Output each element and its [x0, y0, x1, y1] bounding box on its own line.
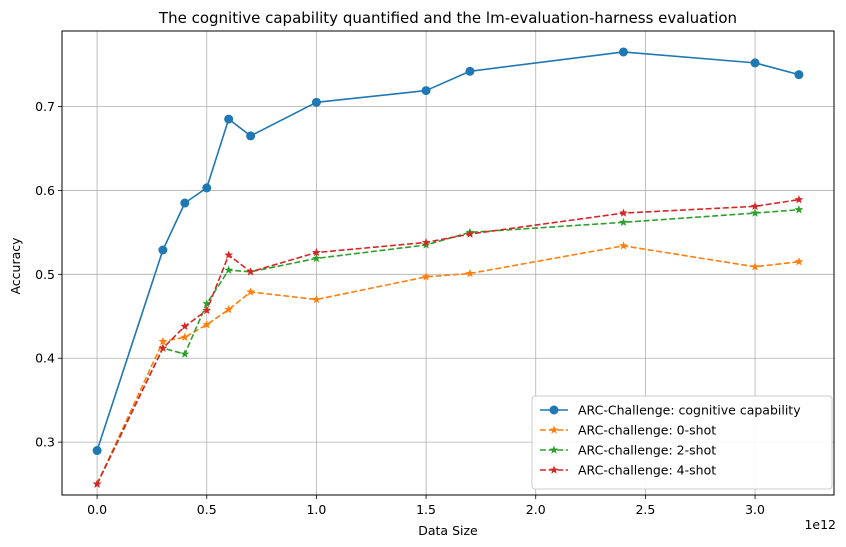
data-point [750, 58, 760, 68]
data-point [619, 208, 628, 217]
x-axis-title: Data Size [418, 523, 478, 538]
data-point [311, 97, 321, 107]
data-point [180, 198, 190, 208]
legend-marker [549, 445, 559, 454]
x-tick-label: 1.5 [416, 502, 436, 517]
data-point [246, 287, 255, 296]
data-point [312, 294, 321, 304]
x-tick-label: 3.0 [745, 502, 765, 517]
data-point [794, 70, 804, 80]
data-point [202, 320, 212, 329]
data-point [619, 217, 628, 227]
y-tick-label: 0.3 [35, 435, 55, 450]
series-layer [92, 47, 804, 488]
data-point [750, 262, 760, 271]
legend-label: ARC-challenge: 4-shot [578, 463, 716, 478]
y-tick-label: 0.5 [35, 267, 55, 282]
data-point [224, 250, 234, 259]
plot-frame [61, 30, 835, 496]
data-point [794, 195, 804, 204]
legend-entry: ARC-challenge: 4-shot [540, 463, 716, 478]
data-point [180, 321, 190, 331]
legend-entry: ARC-Challenge: cognitive capability [540, 403, 801, 418]
legend-marker [549, 425, 559, 434]
x-tick-label: 0.0 [87, 502, 107, 517]
data-point [465, 66, 475, 76]
series-line [96, 208, 799, 485]
series-1 [92, 47, 804, 456]
data-point [421, 86, 431, 96]
data-point [312, 253, 321, 263]
x-axis: 0.0 0.5 1.0 1.5 2.0 2.5 3.0 [87, 495, 765, 517]
data-point [421, 272, 431, 281]
data-point [794, 257, 804, 266]
data-point [750, 201, 760, 211]
legend-marker [549, 465, 559, 474]
data-point [224, 304, 234, 314]
grid [62, 31, 834, 495]
legend-entry: ARC-challenge: 0-shot [540, 423, 716, 438]
y-tick-label: 0.7 [35, 99, 55, 114]
data-point [158, 245, 168, 255]
series-2 [92, 241, 804, 488]
x-tick-label: 0.5 [197, 502, 217, 517]
legend-label: ARC-challenge: 2-shot [578, 443, 716, 458]
y-axis-title: Accuracy [8, 237, 23, 295]
data-point [180, 332, 190, 341]
data-point [750, 208, 760, 217]
legend-label: ARC-Challenge: cognitive capability [578, 403, 801, 418]
data-point [618, 47, 628, 57]
legend-box [531, 395, 833, 490]
data-point [465, 268, 475, 278]
data-point [202, 305, 212, 315]
series-line [96, 198, 800, 485]
legend-entry: ARC-challenge: 2-shot [540, 443, 716, 458]
data-point [421, 240, 431, 249]
data-point [224, 114, 234, 124]
data-point [794, 205, 804, 214]
data-point [619, 241, 628, 250]
data-point [202, 299, 212, 308]
data-point [158, 343, 168, 352]
data-point [465, 229, 475, 238]
x-tick-label: 1.0 [306, 502, 326, 517]
x-tick-label: 2.5 [635, 502, 655, 517]
data-point [92, 446, 102, 456]
data-point [246, 267, 255, 276]
y-tick-label: 0.4 [35, 351, 55, 366]
y-tick-label: 0.6 [35, 183, 55, 198]
y-axis: 0.3 0.4 0.5 0.6 0.7 [35, 99, 62, 450]
legend-label: ARC-challenge: 0-shot [578, 423, 716, 438]
data-point [92, 479, 102, 488]
legend: ARC-Challenge: cognitive capability ARC-c… [531, 395, 833, 490]
data-point [180, 349, 190, 358]
chart-title: The cognitive capability quantified and … [158, 9, 737, 27]
series-line [96, 245, 800, 485]
data-point [421, 237, 431, 247]
data-point [224, 265, 234, 274]
data-point [202, 183, 212, 193]
x-tick-label: 2.0 [526, 502, 546, 517]
legend-marker [549, 405, 559, 415]
data-point [246, 131, 256, 141]
series-line [96, 51, 800, 451]
data-point [158, 336, 168, 346]
data-point [312, 247, 321, 257]
series-4 [92, 195, 804, 488]
x-axis-offset-label: 1e12 [804, 517, 836, 532]
